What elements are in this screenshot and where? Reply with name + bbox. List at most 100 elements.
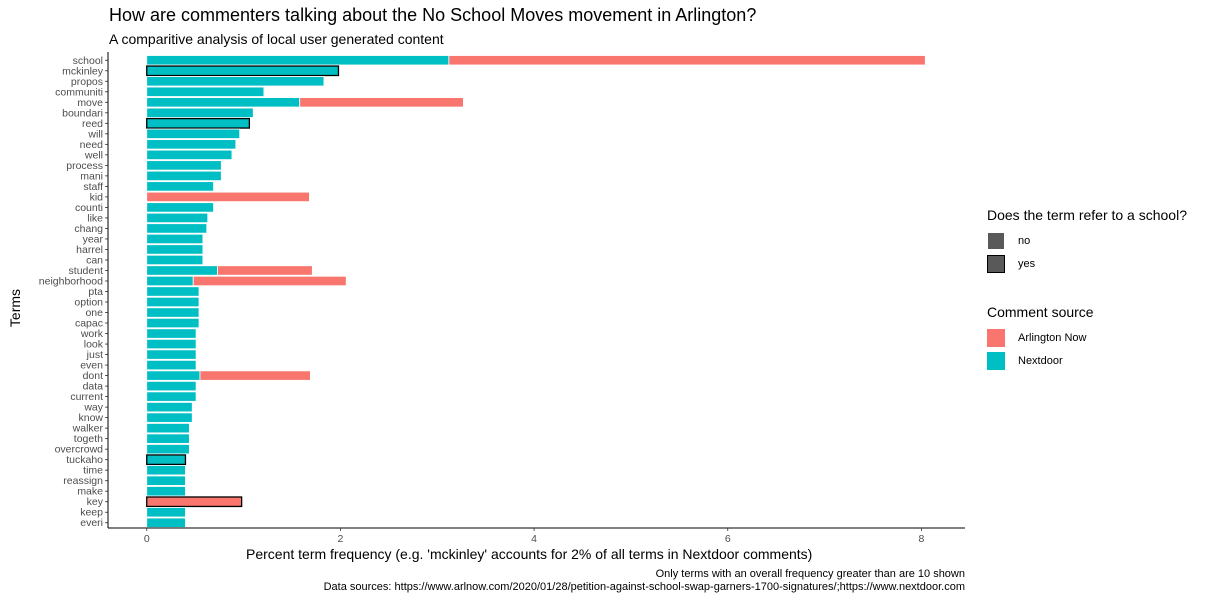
bar-nextdoor-know (146, 412, 193, 423)
y-tick-label: boundari (62, 107, 103, 119)
y-axis-label: Terms (7, 288, 23, 328)
bar-nextdoor-reed (146, 117, 251, 129)
bar-arlington-now-move (299, 97, 464, 108)
bar-nextdoor-like (146, 212, 209, 224)
y-tick-label: move (77, 97, 103, 109)
y-tick-label: time (83, 465, 103, 477)
bar-nextdoor-walker (146, 423, 190, 434)
bar-arlington-now-kid (146, 191, 310, 203)
bar-nextdoor-time (146, 465, 186, 476)
caption-sources: Data sources: https://www.arlnow.com/202… (323, 581, 965, 593)
legend-item-nextdoor: Nextdoor (987, 349, 1094, 372)
bar-nextdoor-year (146, 233, 204, 245)
x-tick-label: 4 (531, 533, 537, 545)
bar-nextdoor-keep (146, 507, 186, 518)
y-tick-label: process (66, 160, 103, 172)
y-tick-label: key (87, 496, 104, 508)
bar-nextdoor-counti (146, 202, 214, 213)
y-tick-label: look (84, 339, 104, 351)
y-tick-label: neighborhood (39, 275, 103, 287)
y-tick-label: option (74, 297, 103, 309)
bar-nextdoor-can (146, 254, 204, 266)
bar-nextdoor-staff (146, 181, 214, 192)
x-tick-label: 8 (919, 533, 925, 545)
bar-nextdoor-well (146, 149, 233, 160)
chart-title: How are commenters talking about the No … (109, 5, 757, 25)
y-tick-label: student (69, 265, 104, 277)
y-tick-label: way (83, 402, 103, 414)
legend-key-nextdoor (987, 351, 1005, 370)
y-tick-label: like (87, 212, 103, 224)
y-tick-label: school (73, 55, 103, 67)
y-tick-label: reed (82, 118, 103, 130)
bar-nextdoor-mckinley (146, 65, 340, 77)
legend-key-no (987, 231, 1005, 250)
legend-item-arlington-now: Arlington Now (987, 326, 1094, 349)
legend-item-yes: yes (987, 252, 1187, 275)
y-tick-label: just (86, 349, 103, 361)
bar-nextdoor-one (146, 307, 200, 318)
bar-nextdoor-will (146, 128, 241, 139)
bar-nextdoor-togeth (146, 433, 190, 444)
y-tick-label: current (70, 391, 103, 403)
y-tick-label: propos (71, 76, 103, 88)
bar-nextdoor-just (146, 349, 197, 360)
chart-subtitle: A comparitive analysis of local user gen… (109, 31, 444, 47)
y-tick-label: keep (80, 507, 103, 519)
x-axis-label: Percent term frequency (e.g. 'mckinley' … (246, 546, 813, 562)
bar-nextdoor-school (146, 55, 450, 66)
y-tick-label: chang (74, 223, 103, 235)
legend-key-yes (987, 254, 1005, 273)
y-tick-label: kid (90, 191, 104, 203)
y-tick-label: one (85, 307, 103, 319)
bar-nextdoor-current (146, 391, 197, 402)
y-tick-label: pta (88, 286, 103, 298)
bar-nextdoor-option (146, 296, 200, 308)
y-tick-label: everi (80, 517, 103, 529)
legend-key-arlington-now (987, 328, 1005, 347)
y-tick-label: well (84, 149, 103, 161)
bar-nextdoor-communiti (146, 86, 265, 97)
y-tick-label: overcrowd (55, 444, 104, 456)
bar-nextdoor-pta (146, 286, 200, 297)
y-tick-label: make (77, 486, 103, 498)
legend-label-yes: yes (1018, 257, 1036, 270)
bar-nextdoor-make (146, 486, 186, 497)
legend-label-arlington-now: Arlington Now (1018, 331, 1087, 344)
bar-nextdoor-dont (146, 370, 201, 381)
bar-nextdoor-even (146, 359, 197, 371)
bar-nextdoor-data (146, 380, 197, 392)
y-tick-label: communiti (55, 86, 103, 98)
bar-nextdoor-move (146, 97, 301, 108)
y-tick-label: need (80, 139, 104, 151)
bar-arlington-now-student (217, 265, 313, 276)
bar-nextdoor-need (146, 139, 237, 150)
bar-nextdoor-neighborhood (146, 275, 194, 287)
bar-arlington-now-school (448, 55, 926, 66)
caption-note: Only terms with an overall frequency gre… (655, 568, 965, 580)
y-tick-label: dont (83, 370, 104, 382)
y-tick-label: data (83, 381, 104, 393)
y-tick-label: mckinley (62, 65, 104, 77)
x-tick-label: 0 (144, 533, 150, 545)
y-tick-label: even (80, 360, 103, 372)
y-tick-label: will (87, 128, 103, 140)
bar-nextdoor-capac (146, 317, 200, 329)
legend-label-no: no (1018, 234, 1031, 247)
y-tick-label: mani (80, 170, 103, 182)
y-tick-label: togeth (74, 433, 103, 445)
legend-school: Does the term refer to a school? no yes (987, 207, 1187, 275)
y-tick-label: year (83, 233, 104, 245)
bar-nextdoor-propos (146, 76, 325, 87)
y-tick-label: know (78, 412, 103, 424)
bar-nextdoor-way (146, 401, 193, 413)
y-tick-label: capac (75, 318, 103, 330)
legend-source: Comment source Arlington Now Nextdoor (987, 304, 1094, 372)
bar-nextdoor-chang (146, 223, 208, 234)
bar-nextdoor-boundari (146, 107, 254, 118)
y-tick-label: counti (75, 202, 103, 214)
bar-nextdoor-mani (146, 170, 222, 182)
bar-nextdoor-work (146, 328, 197, 339)
y-tick-label: staff (83, 181, 103, 193)
